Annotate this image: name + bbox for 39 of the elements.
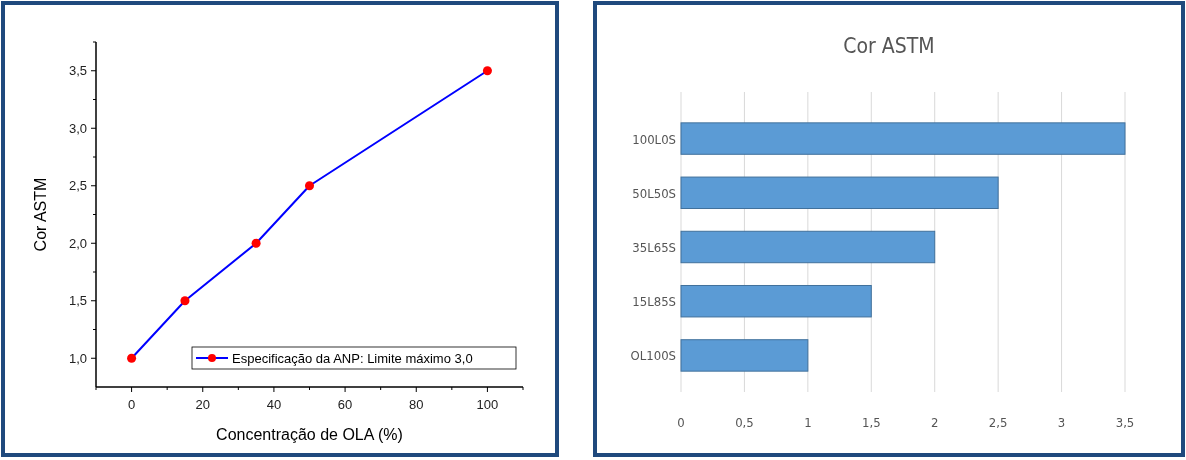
y-tick-label: 2,5 xyxy=(68,178,87,194)
x-tick-label: 0 xyxy=(677,415,685,430)
x-tick-label: 3 xyxy=(1057,415,1066,430)
point xyxy=(482,66,492,76)
y-tick-label: 3,0 xyxy=(68,120,87,136)
y-tick-label: 1,0 xyxy=(68,350,87,366)
x-tick-label: 3,5 xyxy=(1115,415,1135,430)
x-tick-label: 0 xyxy=(127,397,136,412)
bar xyxy=(680,284,872,318)
x-tick-label: 2 xyxy=(930,415,939,430)
bar xyxy=(680,176,999,210)
chart-title: Cor ASTM xyxy=(843,34,935,58)
x-axis-title: Concentração de OLA (%) xyxy=(216,426,403,443)
y-tick-label: 2,0 xyxy=(68,235,87,251)
y-tick-label: 3,5 xyxy=(68,63,87,79)
y-axis-title: Cor ASTM xyxy=(32,177,49,252)
y-tick-label: 50L50S xyxy=(632,185,676,201)
point xyxy=(251,238,261,248)
x-tick-label: 1,5 xyxy=(861,415,881,430)
legend-label: Especificação da ANP: Limite máximo 3,0 xyxy=(232,350,473,366)
y-tick-label: 100L0S xyxy=(632,131,676,147)
point xyxy=(127,353,137,363)
point xyxy=(180,296,190,306)
y-tick-label: 35L65S xyxy=(632,240,676,255)
x-tick-label: 100 xyxy=(476,397,499,412)
y-tick-label: 1,5 xyxy=(68,293,87,309)
x-tick-label: 2,5 xyxy=(988,415,1008,430)
y-tick-label: 15L85S xyxy=(632,294,676,310)
x-tick-label: 0,5 xyxy=(735,415,754,430)
x-tick-label: 40 xyxy=(266,397,282,412)
bar xyxy=(680,122,1126,155)
x-tick-label: 20 xyxy=(195,397,210,412)
bar xyxy=(680,230,936,264)
point xyxy=(304,181,315,191)
x-tick-label: 1 xyxy=(804,415,812,430)
x-tick-label: 60 xyxy=(337,397,353,412)
x-tick-label: 80 xyxy=(409,397,424,412)
y-tick-label: OL100S xyxy=(630,348,676,364)
bar xyxy=(680,339,809,372)
